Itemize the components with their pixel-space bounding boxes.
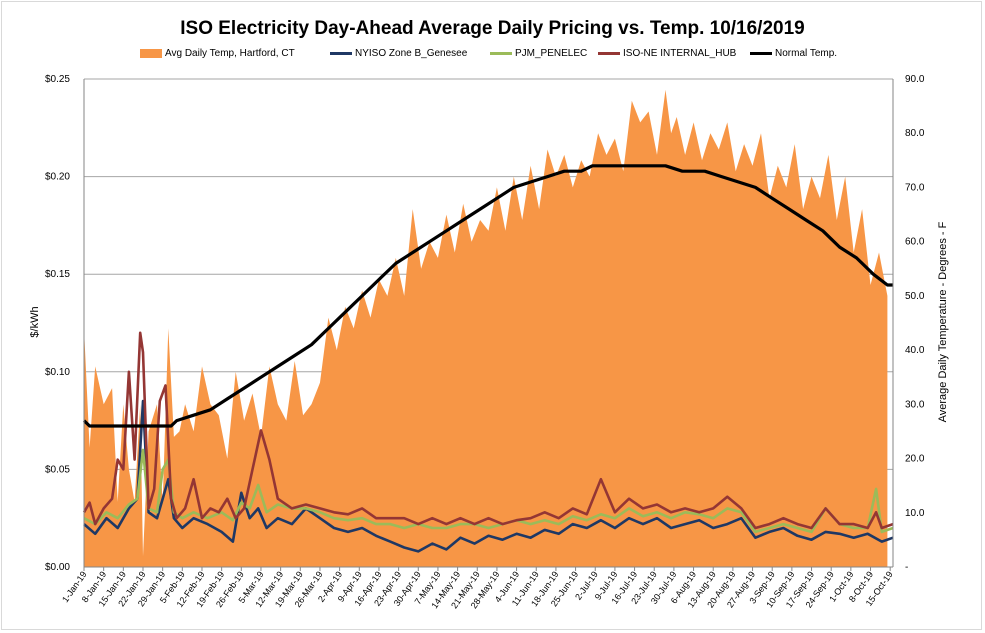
y2-tick-label: 40.0 [905,345,925,356]
y2-tick-label: 80.0 [905,128,925,139]
legend-swatch-temp [140,49,162,58]
y-tick-label: $0.10 [45,367,70,378]
legend-label-isone: ISO-NE INTERNAL_HUB [623,48,737,59]
area-layer [84,89,888,568]
legend-swatch-isone [598,52,620,55]
legend-item-normal: Normal Temp. [750,48,837,59]
series-line-4 [82,164,893,428]
y2-tick-label: 60.0 [905,237,925,248]
y-tick-label: $0.05 [45,464,70,475]
chart-title: ISO Electricity Day-Ahead Average Daily … [180,18,805,39]
y2-tick-label: 50.0 [905,291,925,302]
legend-item-pjm: PJM_PENELEC [490,48,587,59]
legend-swatch-normal [750,52,772,55]
y2-tick-label: 30.0 [905,399,925,410]
legend-item-temp: Avg Daily Temp, Hartford, CT [140,48,295,59]
y-tick-label: $0.20 [45,172,70,183]
series-line-3 [82,331,894,530]
legend-item-nyiso: NYISO Zone B_Genesee [330,48,467,59]
y-tick-label: $0.00 [45,562,70,573]
y2-tick-label: 10.0 [905,508,925,519]
line-layer [82,164,894,553]
y2-axis-label: Average Daily Temperature - Degrees - F [937,221,949,422]
y2-tick-label: 20.0 [905,454,925,465]
legend-swatch-pjm [490,52,512,55]
legend-label-pjm: PJM_PENELEC [515,48,588,59]
y-axis-label: $/kWh [29,306,41,337]
series-area-0 [84,89,888,568]
legend-label-normal: Normal Temp. [775,48,838,59]
y-tick-label: $0.25 [45,74,70,85]
legend-swatch-nyiso [330,52,352,55]
y-tick-label: $0.15 [45,269,70,280]
legend: Avg Daily Temp, Hartford, CT NYISO Zone … [140,48,860,66]
legend-item-isone: ISO-NE INTERNAL_HUB [598,48,736,59]
legend-label-temp: Avg Daily Temp, Hartford, CT [165,48,295,59]
y2-tick-label: 70.0 [905,182,925,193]
y2-tick-label: - [905,562,908,573]
legend-label-nyiso: NYISO Zone B_Genesee [355,48,468,59]
y2-tick-label: 90.0 [905,74,925,85]
